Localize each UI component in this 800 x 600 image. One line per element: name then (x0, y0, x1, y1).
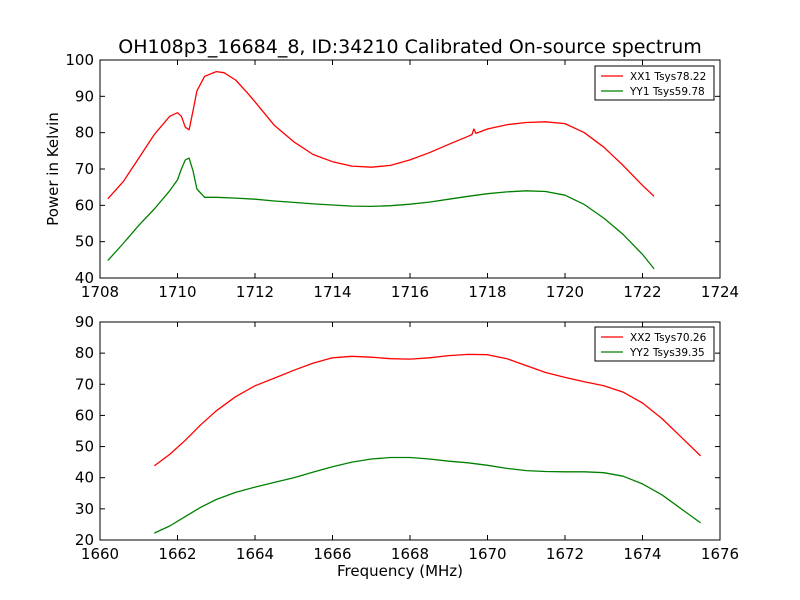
y-tick-label: 40 (75, 469, 94, 487)
x-tick-label: 1672 (546, 545, 584, 563)
x-tick-label: 1716 (391, 283, 429, 301)
x-tick-label: 1662 (158, 545, 196, 563)
legend-box (594, 326, 715, 362)
y-tick-label: 90 (75, 87, 94, 105)
y-tick-label: 40 (75, 269, 94, 287)
x-tick-label: 1708 (81, 283, 119, 301)
y-tick-label: 60 (75, 196, 94, 214)
y-tick-label: 60 (75, 406, 94, 424)
y-tick-label: 70 (75, 375, 94, 393)
series-group (153, 353, 702, 534)
legend-entry: XX2 Tsys70.26 (630, 332, 707, 344)
x-tick-label: 1718 (468, 283, 506, 301)
x-tick-label: 1712 (236, 283, 274, 301)
y-tick-label: 90 (75, 313, 94, 331)
legend: XX2 Tsys70.26 YY2 Tsys39.35 (594, 326, 715, 362)
x-tick-label: 1664 (236, 545, 274, 563)
x-tick-label: 1714 (313, 283, 351, 301)
x-tick-label: 1710 (158, 283, 196, 301)
y-tick-label: 20 (75, 531, 94, 549)
legend-entry: YY1 Tsys59.78 (629, 86, 705, 98)
y-tick-label: 50 (75, 233, 94, 251)
chart-title: OH108p3_16684_8, ID:34210 Calibrated On-… (118, 36, 702, 58)
y-axis-label: Power in Kelvin (44, 112, 62, 226)
series-line-yy2 (154, 456, 701, 534)
x-tick-label: 1676 (701, 545, 739, 563)
legend-box (594, 65, 715, 101)
series-group (107, 70, 655, 270)
series-line-xx2 (153, 353, 702, 467)
y-tick-label: 50 (75, 438, 94, 456)
top-panel: 1708 1710 1712 1714 1716 1718 1720 1722 1724 40 50… (44, 51, 739, 301)
y-tick-label: 80 (75, 124, 94, 142)
x-tick-label: 1668 (391, 545, 429, 563)
x-tick-label: 1666 (313, 545, 351, 563)
legend-entry: YY2 Tsys39.35 (629, 347, 705, 359)
bottom-panel: 1660 1662 1664 1666 1668 1670 1672 1674 1676 20 30… (75, 313, 739, 580)
x-tick-label: 1674 (623, 545, 661, 563)
x-axis-label: Frequency (MHz) (337, 562, 463, 580)
x-tick-label: 1722 (623, 283, 661, 301)
series-line-yy1 (107, 157, 655, 270)
legend: XX1 Tsys78.22 YY1 Tsys59.78 (594, 65, 715, 101)
x-tick-label: 1670 (468, 545, 506, 563)
series-line-xx1 (107, 70, 655, 200)
x-tick-label: 1724 (701, 283, 739, 301)
legend-entry: XX1 Tsys78.22 (630, 71, 706, 83)
x-tick-label: 1660 (81, 545, 119, 563)
y-tick-label: 30 (75, 500, 94, 518)
y-tick-label: 100 (65, 51, 94, 69)
y-tick-label: 70 (75, 160, 94, 178)
x-tick-label: 1720 (546, 283, 584, 301)
y-tick-label: 80 (75, 344, 94, 362)
